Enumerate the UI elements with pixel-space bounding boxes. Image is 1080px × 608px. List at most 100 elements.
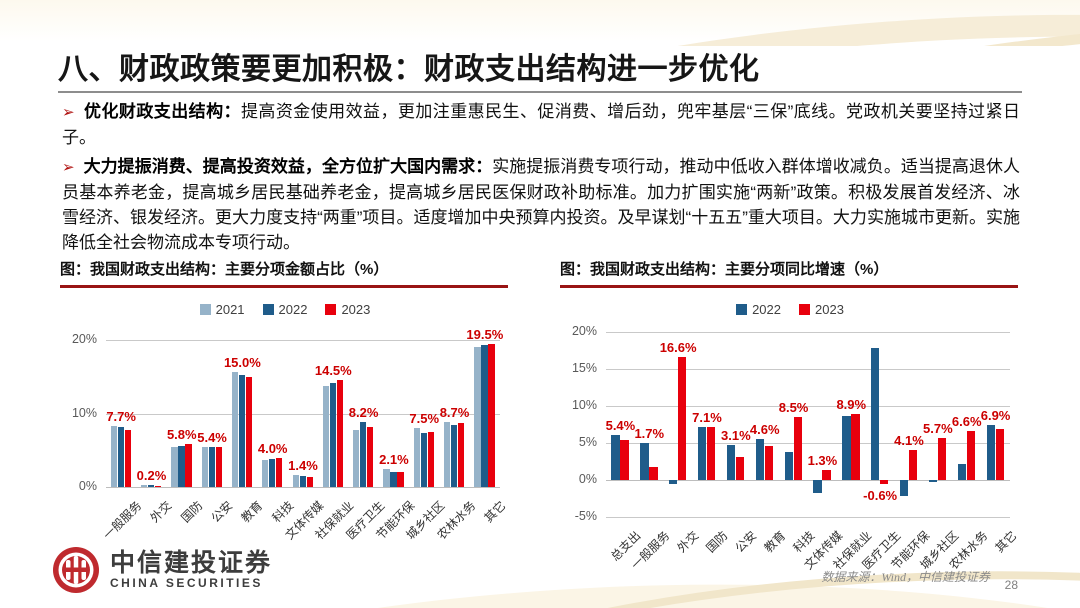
y-axis-tick: 20% [571,324,597,338]
page-number: 28 [1004,578,1018,592]
legend-label: 2023 [815,302,844,317]
bar-2022 [986,425,995,480]
company-logo-text: 中信建投证券 CHINA SECURITIES [110,550,272,591]
bar-2022 [299,475,306,487]
legend-item: 2022 [262,302,307,317]
legend-swatch-icon [799,304,810,315]
company-name-en: CHINA SECURITIES [110,575,263,590]
bar-2023 [367,426,374,487]
bar-2022 [957,463,966,480]
y-axis-tick: -5% [574,509,597,523]
x-axis-label: 其它 [992,528,1019,556]
data-label: 1.3% [807,453,838,469]
chart-expenditure-share: 2021 2022 2023 0% 10% 20% 7.7% 一般服务 0.2% 外交 5.8% 国防… [60,296,510,568]
title-underline [58,91,1022,93]
data-label: 5.8% [166,427,197,443]
bar-2023 [124,430,131,487]
bar-2022 [147,484,155,487]
bar-2023 [851,414,860,480]
bar-2021 [171,446,178,487]
gridline [606,369,1010,370]
data-label: 0.2% [136,467,167,483]
data-label: 2.1% [379,451,409,467]
chart-title-left: 图：我国财政支出结构：主要分项金额占比（%） [60,258,508,288]
legend-swatch-icon [262,304,274,315]
legend-swatch-icon [199,304,211,315]
x-axis-label: 公安 [732,528,760,556]
bullet-item: ➢ 优化财政支出结构：提高资金使用效益，更加注重惠民生、促消费、增后劲，兜牢基层“… [62,99,1020,150]
bar-2023 [620,440,629,480]
data-label: 8.5% [778,400,809,416]
bar-2021 [322,385,330,487]
bar-2022 [420,432,427,487]
bar-2023 [649,467,658,480]
bar-2023 [707,427,716,480]
legend-label: 2023 [341,302,371,317]
page-title: 八、财政政策要更加积极：财政支出结构进一步优化 [58,53,760,86]
bar-2023 [764,445,773,480]
x-axis-label: 其它 [481,498,509,526]
data-label: 8.9% [836,397,867,413]
bar-2022 [726,445,736,480]
bar-2022 [698,426,707,480]
bar-2023 [966,431,975,480]
bar-2022 [928,480,938,483]
bar-2023 [397,471,404,487]
data-label: 6.6% [951,414,982,430]
gridline [606,406,1010,407]
bar-2021 [140,484,148,487]
data-label: 19.5% [466,326,504,342]
data-label: 15.0% [223,355,261,371]
bar-2023 [276,457,283,487]
bullet-lead: 优化财政支出结构： [83,102,241,121]
x-axis-label: 国防 [703,528,731,556]
bar-2023 [154,485,162,487]
bar-2023 [185,444,192,487]
bar-2022 [178,445,185,487]
y-axis-tick: 15% [571,361,597,375]
data-label: -0.6% [863,488,898,504]
data-label: 8.2% [348,405,379,421]
bar-2022 [481,345,488,487]
data-label: 4.1% [894,432,924,448]
x-axis-label: 教育 [761,528,789,556]
data-label: 7.7% [106,408,136,424]
chart-title-right: 图：我国财政支出结构：主要分项同比增速（%） [560,258,1018,288]
gridline [106,487,500,488]
bar-2021 [383,468,390,487]
bar-2023 [678,357,687,480]
bar-2021 [413,428,420,487]
bar-2021 [292,475,299,487]
gridline [606,517,1010,518]
bar-2022 [390,471,397,487]
bar-2021 [201,446,208,487]
bar-2021 [353,429,360,487]
data-label: 4.6% [749,422,780,438]
company-name-cn: 中信建投证券 [110,548,273,577]
legend-swatch-icon [736,304,748,315]
data-label: 6.9% [980,408,1011,424]
x-axis-label: 国防 [178,498,206,526]
bullet-item: ➢ 大力提振消费、提高投资效益，全方位扩大国内需求：实施提振消费专项行动，推动中低… [62,154,1020,255]
bar-2023 [427,431,434,487]
bullet-arrow-icon: ➢ [62,159,75,176]
bullet-list: ➢ 优化财政支出结构：提高资金使用效益，更加注重惠民生、促消费、增后劲，兜牢基层“… [62,99,1020,259]
chart-title-left-text: 图：我国财政支出结构：主要分项金额占比（%） [60,261,389,278]
bar-2021 [444,421,451,487]
data-label: 4.0% [257,440,288,456]
legend-label: 2022 [752,302,781,317]
y-axis-tick: 0% [78,479,97,493]
chart-legend: 2022 2023 [560,302,1020,317]
bar-2023 [488,343,495,487]
bar-2022 [451,425,458,487]
data-label: 5.7% [923,420,953,436]
data-label: 14.5% [314,363,352,379]
gridline [106,340,500,341]
data-label: 5.4% [197,429,227,445]
data-label: 7.1% [692,409,722,425]
gridline [106,413,500,415]
bar-2023 [909,449,918,480]
bar-2023 [306,476,313,487]
data-label: 5.4% [605,417,636,433]
